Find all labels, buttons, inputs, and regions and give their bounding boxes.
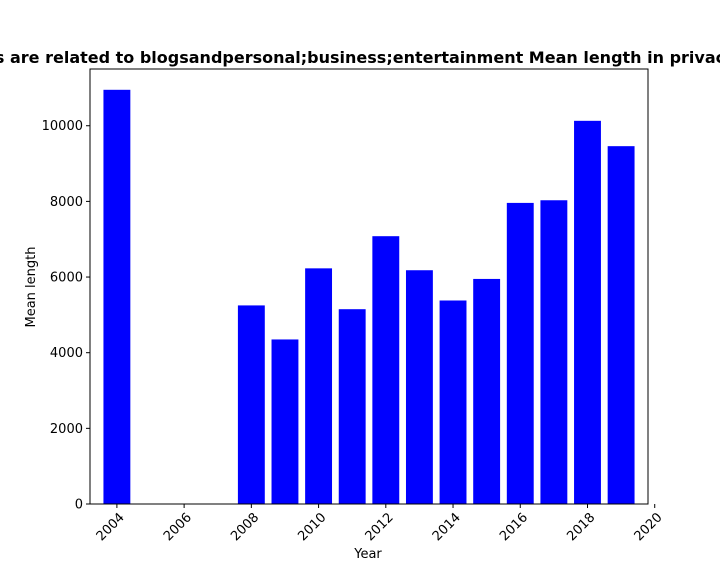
bar-2013 [405, 270, 433, 504]
bar-2016 [506, 202, 534, 504]
bar-2019 [607, 146, 635, 504]
x-tick-label: 2006 [161, 510, 195, 544]
y-axis: 0 2000 4000 6000 8000 10000 [42, 119, 90, 513]
chart-title: s are related to blogsandpersonal;busine… [0, 48, 720, 67]
y-axis-label: Mean length [24, 247, 39, 328]
x-tick-label: 2012 [363, 510, 397, 544]
bar-2009 [271, 339, 299, 504]
bar-2014 [439, 300, 467, 504]
bar-2017 [540, 200, 568, 504]
y-tick-label: 2000 [50, 422, 83, 437]
x-tick-label: 2008 [228, 510, 262, 544]
x-tick-label: 2010 [295, 510, 329, 544]
y-tick-label: 6000 [50, 271, 83, 286]
x-tick-label: 2004 [94, 510, 128, 544]
x-tick-label: 2018 [564, 510, 598, 544]
bar-2018 [574, 120, 601, 504]
bars-group [103, 89, 635, 505]
plot-frame [89, 68, 649, 505]
bar-2012 [372, 236, 400, 505]
x-axis-label: Year [353, 547, 382, 562]
bar-2004 [103, 89, 131, 504]
y-tick-label: 4000 [50, 346, 83, 361]
bar-2010 [305, 268, 333, 504]
x-tick-label: 2014 [430, 510, 464, 544]
y-tick-label: 8000 [50, 195, 83, 210]
bar-2008 [237, 305, 265, 504]
bar-2015 [473, 278, 501, 504]
y-tick-label: 0 [75, 498, 83, 513]
y-tick-label: 10000 [42, 119, 83, 134]
bar-2011 [338, 309, 366, 504]
x-axis: 2004 2006 2008 2010 2012 2014 2016 2018 2020 [94, 504, 666, 544]
x-tick-label: 2016 [497, 510, 531, 544]
x-tick-label: 2020 [632, 510, 666, 544]
